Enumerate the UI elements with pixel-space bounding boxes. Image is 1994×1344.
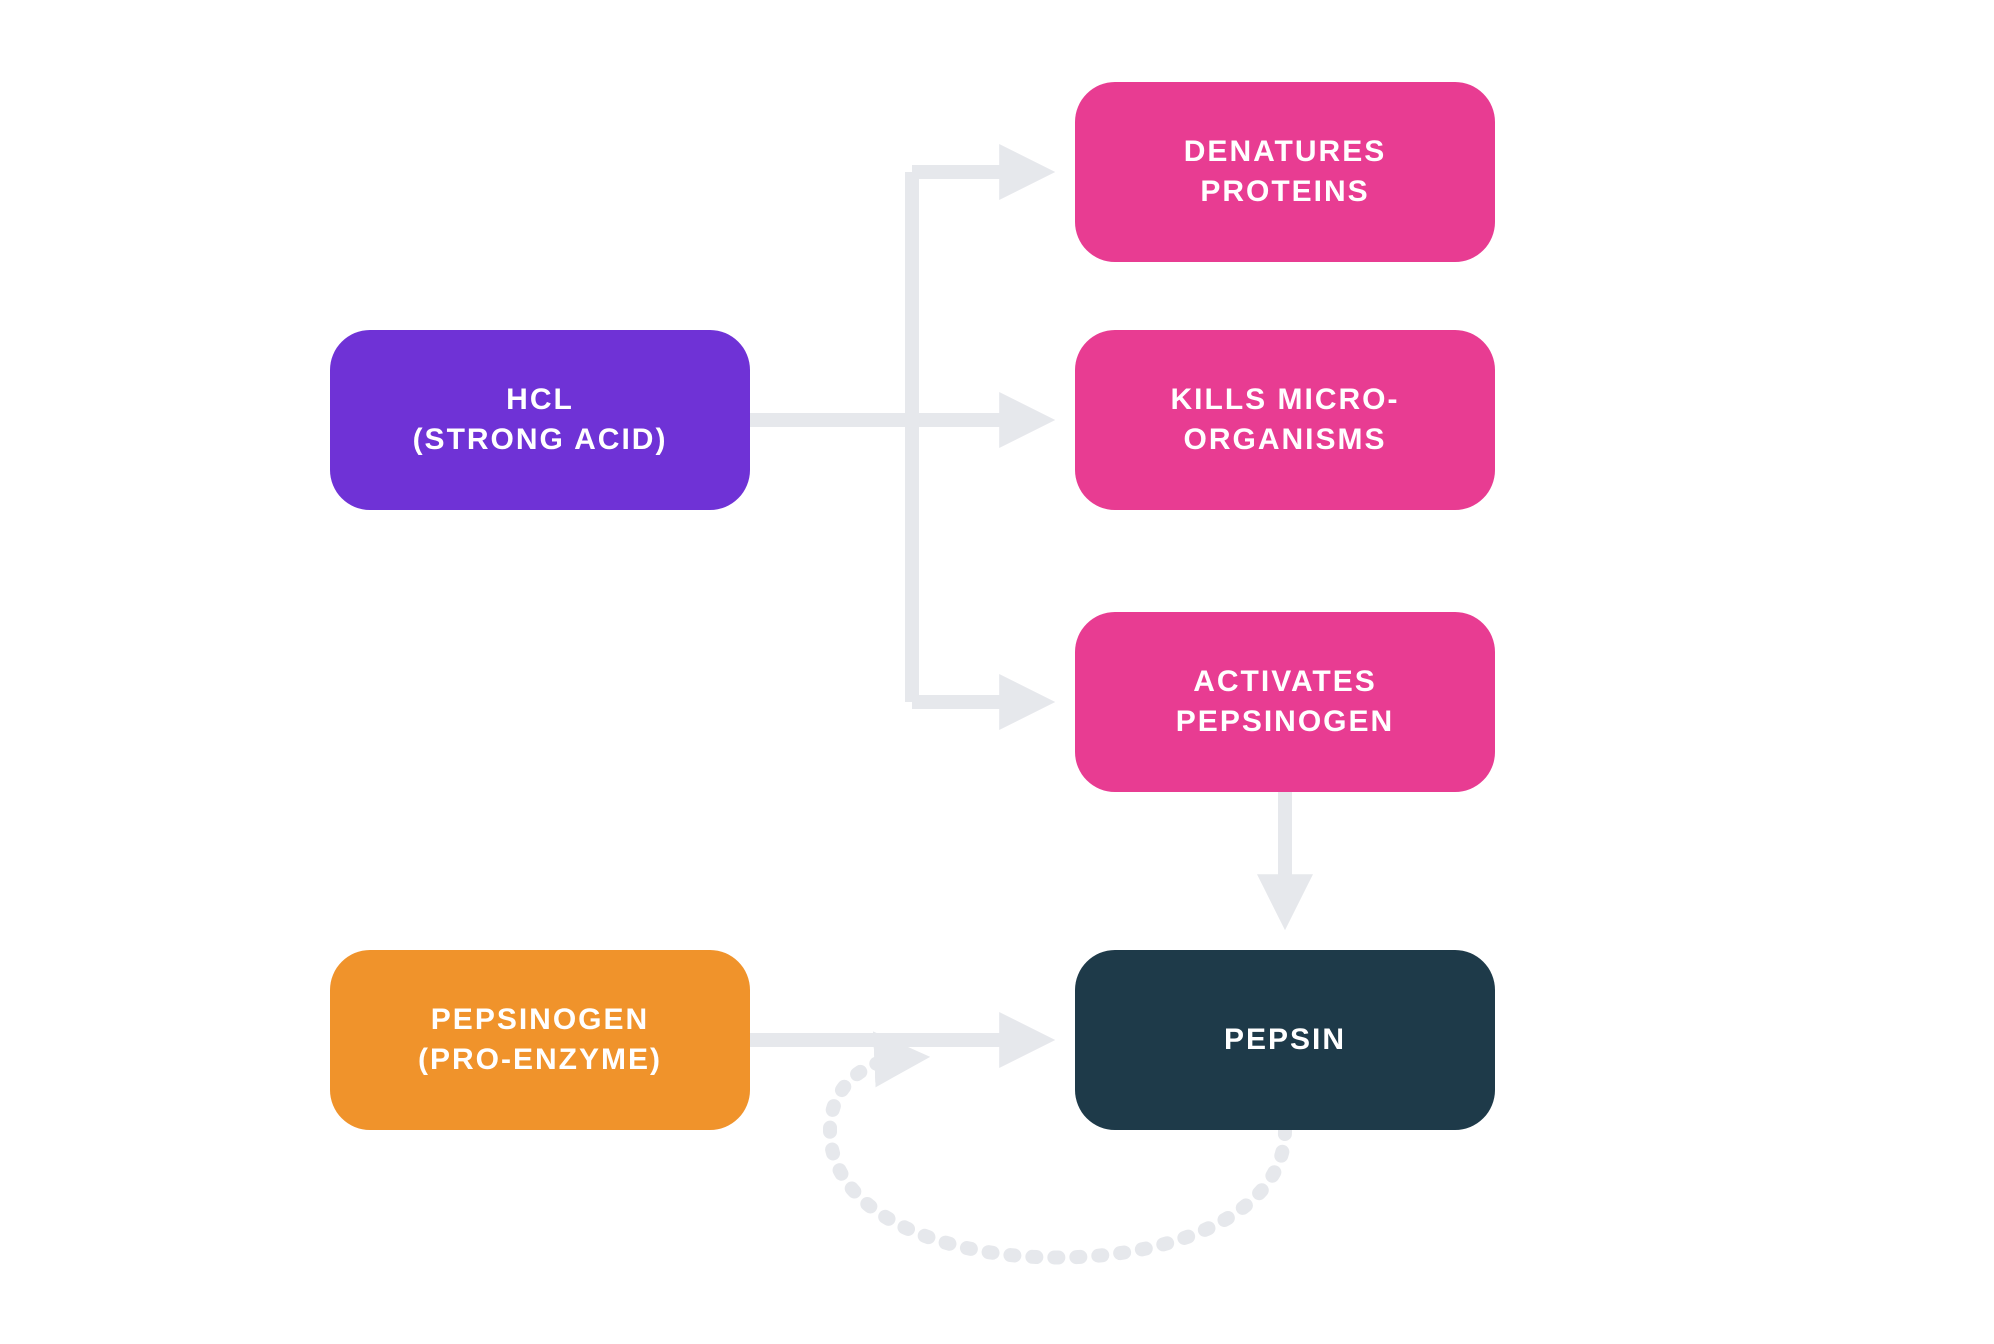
node-pepsin: PEPSIN	[1075, 950, 1495, 1130]
node-kills-microorganisms: KILLS MICRO- ORGANISMS	[1075, 330, 1495, 510]
diagram-stage: HCL (STRONG ACID) DENATURES PROTEINS KIL…	[0, 0, 1994, 1344]
node-kills-label: KILLS MICRO- ORGANISMS	[1171, 380, 1400, 461]
node-pepsinogen: PEPSINOGEN (PRO-ENZYME)	[330, 950, 750, 1130]
node-pepsin-label: PEPSIN	[1224, 1020, 1346, 1061]
node-pepsinogen-label: PEPSINOGEN (PRO-ENZYME)	[418, 1000, 662, 1081]
node-denatures-proteins: DENATURES PROTEINS	[1075, 82, 1495, 262]
node-denatures-label: DENATURES PROTEINS	[1184, 132, 1386, 213]
node-hcl-label: HCL (STRONG ACID)	[413, 380, 668, 461]
node-activates-pepsinogen: ACTIVATES PEPSINOGEN	[1075, 612, 1495, 792]
node-hcl: HCL (STRONG ACID)	[330, 330, 750, 510]
edges-layer	[0, 0, 1994, 1344]
node-activates-label: ACTIVATES PEPSINOGEN	[1176, 662, 1394, 743]
